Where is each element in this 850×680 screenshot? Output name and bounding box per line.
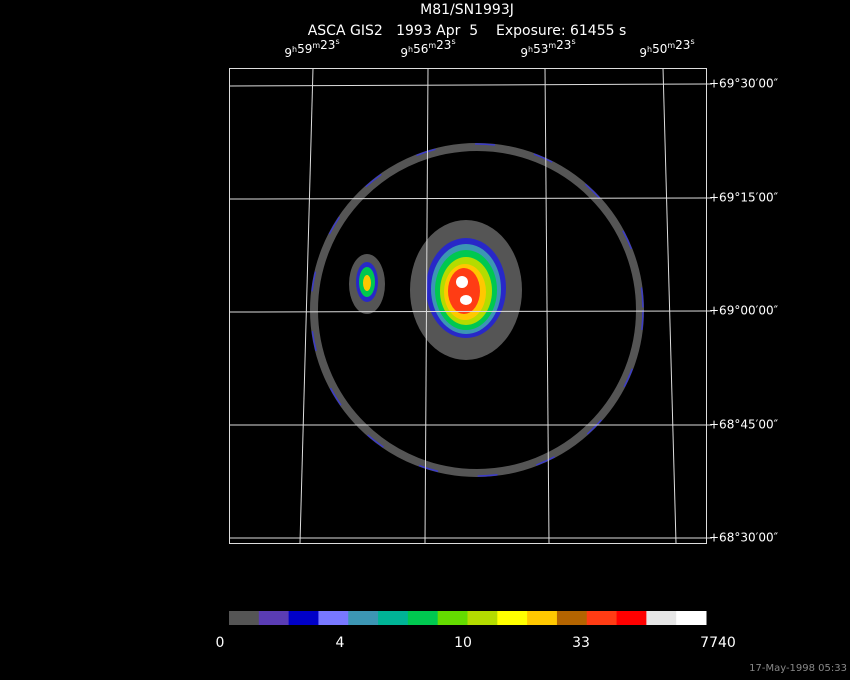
ra-value: 9: [284, 46, 292, 60]
ra-unit: h: [292, 45, 297, 54]
ra-label: 9h56m23s: [400, 37, 455, 60]
ra-unit: s: [571, 37, 575, 46]
ra-value: 50: [652, 42, 667, 56]
ra-value: 9: [400, 46, 408, 60]
colorbar-label: 0: [216, 635, 225, 651]
colorbar-swatch: [527, 611, 558, 625]
ra-value: 9: [520, 46, 528, 60]
dec-grid-line: [228, 197, 708, 200]
ra-value: 59: [297, 42, 312, 56]
ring-edge: [310, 143, 644, 477]
colorbar-swatch: [497, 611, 528, 625]
dec-label: +69°30′00″: [709, 77, 779, 91]
dec-label: +68°30′00″: [709, 531, 779, 545]
colorbar-swatch: [378, 611, 409, 625]
image: [310, 143, 644, 477]
ra-unit: m: [548, 41, 556, 50]
dec-grid-line: [228, 83, 708, 87]
ra-label: 9h59m23s: [284, 37, 339, 60]
ra-unit: h: [528, 45, 533, 54]
axis-labels: 9h59m23s9h56m23s9h53m23s9h50m23s+69°30′0…: [284, 37, 778, 545]
colorbar-label: 10: [454, 635, 472, 651]
ra-value: 9: [639, 46, 647, 60]
subtitle: ASCA GIS2 1993 Apr 5 Exposure: 61455 s: [308, 23, 627, 39]
colorbar-swatch: [676, 611, 707, 625]
colorbar-swatch: [467, 611, 498, 625]
colorbar-swatch: [348, 611, 379, 625]
ra-grid-line: [299, 67, 314, 544]
ra-unit: s: [690, 37, 694, 46]
ra-value: 56: [413, 42, 428, 56]
coordinate-grid: [228, 67, 708, 544]
ra-label: 9h53m23s: [520, 37, 575, 60]
title: M81/SN1993J: [420, 2, 514, 18]
source-peak-1: [456, 276, 468, 288]
ra-grid-line: [424, 67, 429, 544]
colorbar-label: 33: [572, 635, 590, 651]
timestamp: 17-May-1998 05:33: [749, 663, 847, 674]
detector-ring: [310, 143, 644, 477]
colorbar-swatch: [556, 611, 588, 625]
colorbar: 0 4 10 33 7740: [216, 611, 736, 651]
dec-label: +68°45′00″: [709, 418, 779, 432]
colorbar-label: 7740: [700, 635, 736, 651]
ra-unit: m: [428, 41, 436, 50]
ra-unit: h: [408, 45, 413, 54]
colorbar-swatch: [288, 611, 319, 625]
source-red: [448, 268, 480, 314]
colorbar-swatch: [437, 611, 468, 625]
ra-value: 23: [436, 38, 451, 52]
ra-value: 53: [533, 42, 548, 56]
ra-unit: s: [451, 37, 455, 46]
colorbar-swatch: [586, 611, 618, 625]
colorbar-label: 4: [336, 635, 345, 651]
ra-unit: h: [647, 45, 652, 54]
ra-unit: m: [667, 41, 675, 50]
ra-value: 23: [556, 38, 571, 52]
ra-unit: m: [312, 41, 320, 50]
ra-label: 9h50m23s: [639, 37, 694, 60]
dec-label: +69°00′00″: [709, 304, 779, 318]
colorbar-swatch: [616, 611, 647, 625]
colorbar-swatch: [318, 611, 349, 625]
ra-unit: s: [335, 37, 339, 46]
ra-value: 23: [675, 38, 690, 52]
colorbar-swatch: [258, 611, 290, 625]
colorbar-swatch: [229, 611, 260, 625]
ra-grid-line: [544, 67, 550, 544]
source2-core: [363, 275, 371, 291]
plot-frame: [229, 68, 707, 544]
colorbar-swatch: [407, 611, 439, 625]
dec-label: +69°15′00″: [709, 191, 779, 205]
ra-grid-line: [662, 67, 677, 544]
ra-value: 23: [320, 38, 335, 52]
colorbar-swatch: [646, 611, 677, 625]
source-peak-2: [460, 295, 472, 305]
dec-grid-line: [228, 310, 708, 313]
